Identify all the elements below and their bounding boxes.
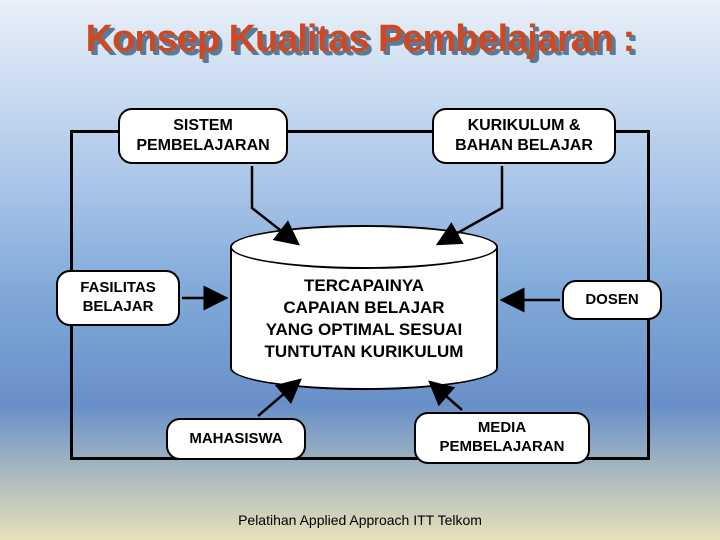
- cylinder-top-ellipse: [230, 225, 498, 269]
- node-label: KURIKULUM &BAHAN BELAJAR: [455, 116, 593, 156]
- node-label: FASILITASBELAJAR: [80, 279, 156, 317]
- node-label: MEDIAPEMBELAJARAN: [439, 419, 564, 457]
- node-label: DOSEN: [585, 291, 638, 310]
- slide-title: Konsep Kualitas Pembelajaran :: [86, 18, 635, 61]
- center-label: TERCAPAINYACAPAIAN BELAJARYANG OPTIMAL S…: [238, 275, 490, 363]
- cylinder-bottom-front: [230, 368, 498, 390]
- footer-caption: Pelatihan Applied Approach ITT Telkom: [238, 512, 482, 528]
- node-kurikulum-bahan: KURIKULUM &BAHAN BELAJAR: [432, 108, 616, 164]
- node-mahasiswa: MAHASISWA: [166, 418, 306, 460]
- node-label: SISTEMPEMBELAJARAN: [136, 116, 269, 156]
- node-label: MAHASISWA: [189, 430, 282, 449]
- node-sistem-pembelajaran: SISTEMPEMBELAJARAN: [118, 108, 288, 164]
- node-dosen: DOSEN: [562, 280, 662, 320]
- node-media-pembelajaran: MEDIAPEMBELAJARAN: [414, 412, 590, 464]
- center-cylinder: TERCAPAINYACAPAIAN BELAJARYANG OPTIMAL S…: [230, 225, 498, 390]
- node-fasilitas-belajar: FASILITASBELAJAR: [56, 270, 180, 326]
